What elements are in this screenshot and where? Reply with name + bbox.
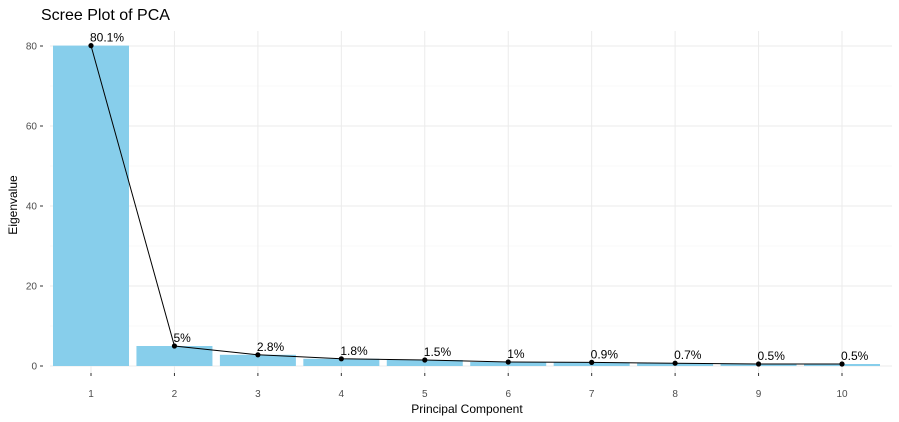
y-tick-label: 20 bbox=[26, 282, 38, 293]
point-9 bbox=[755, 361, 762, 367]
point-4 bbox=[338, 356, 344, 362]
scree-line-path bbox=[90, 45, 842, 365]
x-tick-label: 1 bbox=[88, 389, 94, 400]
y-tick-label: 80 bbox=[26, 42, 38, 53]
point-2 bbox=[171, 343, 178, 349]
bar-2 bbox=[136, 346, 213, 366]
x-tick-label: 2 bbox=[172, 389, 178, 400]
point-6 bbox=[505, 359, 511, 365]
data-label-9: 0.5% bbox=[758, 349, 786, 363]
data-label-4: 1.8% bbox=[340, 344, 368, 358]
data-label-3: 2.8% bbox=[257, 340, 285, 354]
data-label-8: 0.7% bbox=[674, 348, 702, 362]
scree-line bbox=[90, 45, 842, 365]
point-10 bbox=[839, 361, 845, 367]
x-tick-label: 5 bbox=[422, 389, 428, 400]
x-tick-label: 7 bbox=[589, 389, 595, 400]
y-tick-label: 0 bbox=[31, 362, 37, 373]
grid bbox=[50, 31, 892, 373]
data-label-10: 0.5% bbox=[841, 349, 869, 363]
point-7 bbox=[589, 359, 595, 365]
x-tick-label: 4 bbox=[339, 389, 345, 400]
data-label-2: 5% bbox=[173, 331, 191, 345]
x-tick-label: 3 bbox=[255, 389, 261, 400]
point-8 bbox=[672, 360, 678, 366]
bar-3 bbox=[219, 354, 296, 366]
point-1 bbox=[88, 43, 94, 49]
data-label-6: 1% bbox=[507, 347, 525, 361]
bar-4 bbox=[303, 358, 380, 366]
x-tick-label: 8 bbox=[672, 389, 678, 400]
point-3 bbox=[255, 352, 261, 358]
axes: 0 20 40 60 80 1 2 3 4 5 6 7 8 9 10 bbox=[26, 42, 848, 401]
x-axis-title: Principal Component bbox=[411, 402, 523, 416]
y-axis-title: Eigenvalue bbox=[6, 175, 20, 235]
data-label-1: 80.1% bbox=[90, 31, 124, 45]
chart-title: Scree Plot of PCA bbox=[41, 7, 170, 24]
y-tick-label: 60 bbox=[26, 122, 38, 133]
points bbox=[88, 43, 845, 367]
data-label-5: 1.5% bbox=[424, 345, 452, 359]
x-tick-label: 9 bbox=[756, 389, 762, 400]
x-tick-label: 10 bbox=[836, 389, 848, 400]
bar-1 bbox=[53, 45, 129, 366]
x-tick-label: 6 bbox=[505, 389, 511, 400]
point-5 bbox=[422, 357, 428, 363]
bar-5 bbox=[386, 360, 463, 366]
data-labels: 80.1% 5% 2.8% 1.8% 1.5% 1% 0.9% 0.7% 0.5% 0.5% bbox=[90, 31, 869, 363]
y-tick-label: 40 bbox=[26, 202, 38, 213]
data-label-7: 0.9% bbox=[591, 347, 619, 361]
